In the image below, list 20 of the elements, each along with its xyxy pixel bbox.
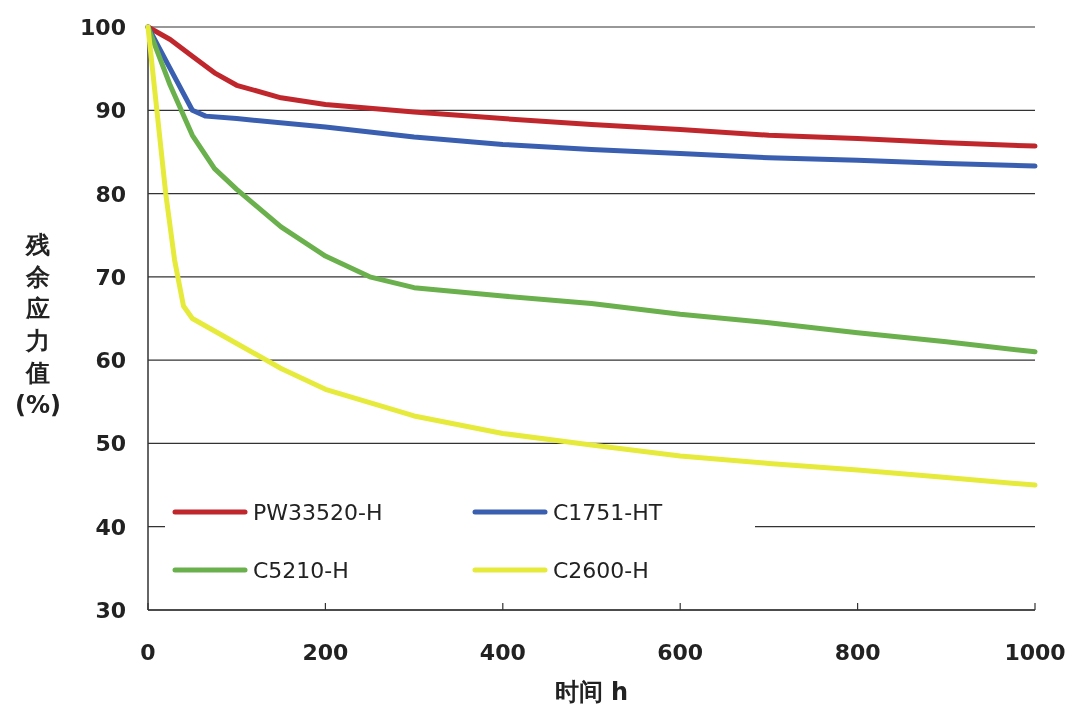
y-tick-label: 70 (95, 264, 126, 290)
y-tick-label: 50 (95, 431, 126, 457)
y-tick-label: 30 (95, 598, 126, 623)
x-axis-title: 时间 h (554, 678, 629, 706)
legend-label: C1751-HT (553, 500, 663, 525)
y-tick-label: 90 (95, 98, 126, 124)
legend-label: C2600-H (553, 558, 649, 583)
x-tick-label: 1000 (1004, 640, 1066, 665)
y-tick-label: 40 (95, 514, 126, 540)
x-tick-label: 400 (479, 640, 526, 665)
x-tick-label: 600 (657, 640, 704, 665)
x-tick-label: 0 (140, 640, 156, 665)
x-tick-label: 800 (834, 640, 881, 665)
y-axis-title: 残余应力值 (%) (15, 231, 61, 419)
legend-label: PW33520-H (253, 500, 383, 525)
y-tick-label: 100 (80, 15, 126, 40)
x-tick-label: 200 (302, 640, 349, 665)
legend-label: C5210-H (253, 558, 349, 583)
y-tick-label: 60 (95, 348, 126, 374)
y-tick-label: 80 (95, 181, 126, 207)
